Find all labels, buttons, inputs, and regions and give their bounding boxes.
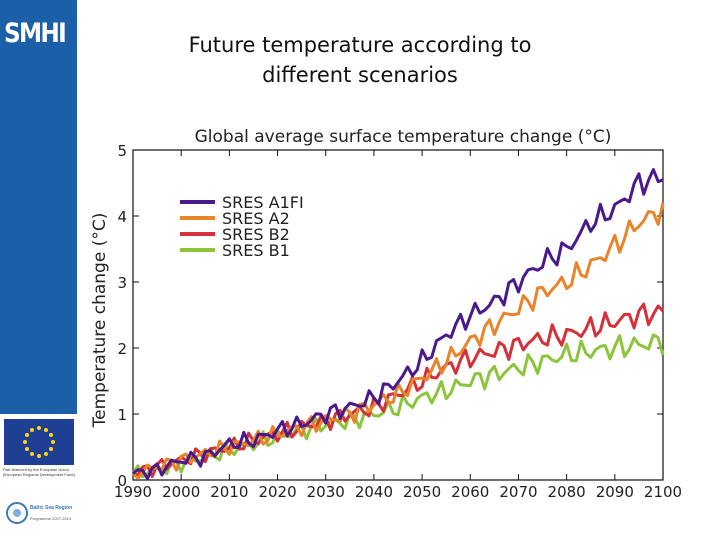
x-tick-label: 2030 bbox=[307, 483, 345, 501]
legend-label: SRES B2 bbox=[222, 225, 290, 244]
sidebar: SMHI Part-financed by the European Union… bbox=[0, 0, 77, 540]
x-tick-label: 1990 bbox=[114, 483, 152, 501]
x-tick-label: 2090 bbox=[596, 483, 634, 501]
bsr-name: Baltic Sea Region bbox=[30, 505, 73, 511]
y-tick-label: 2 bbox=[117, 340, 127, 358]
y-axis-label: Temperature change (°C) bbox=[90, 213, 110, 429]
x-tick-label: 2040 bbox=[355, 483, 393, 501]
sidebar-banner bbox=[0, 0, 77, 414]
series-line-sres-b2 bbox=[132, 302, 665, 478]
y-tick-label: 3 bbox=[117, 274, 127, 292]
x-tick-label: 2060 bbox=[451, 483, 489, 501]
x-tick-label: 2100 bbox=[644, 483, 682, 501]
y-tick-label: 0 bbox=[117, 472, 127, 490]
plot-frame bbox=[132, 149, 664, 481]
eu-flag-icon bbox=[4, 419, 74, 465]
x-tick-label: 2020 bbox=[258, 483, 296, 501]
series-line-sres-a2 bbox=[131, 202, 665, 480]
slide-title: Future temperature according to differen… bbox=[150, 30, 570, 90]
bsr-emblem-icon bbox=[6, 502, 28, 524]
y-tick-label: 5 bbox=[117, 142, 127, 160]
series-line-sres-a1fi bbox=[132, 168, 664, 481]
legend-label: SRES A1FI bbox=[222, 193, 304, 212]
baltic-sea-region-logo bbox=[4, 498, 74, 528]
x-tick-label: 2080 bbox=[548, 483, 586, 501]
x-tick-label: 2010 bbox=[210, 483, 248, 501]
slide-title-line1: Future temperature according to bbox=[188, 33, 532, 57]
eu-stars-icon bbox=[23, 426, 55, 458]
slide-title-line2: different scenarios bbox=[262, 63, 458, 87]
series-line-sres-b1 bbox=[131, 333, 665, 479]
y-tick-label: 4 bbox=[117, 208, 127, 226]
chart-title: Global average surface temperature chang… bbox=[195, 127, 612, 147]
eu-caption: Part-financed by the European Union (Eur… bbox=[3, 467, 75, 477]
legend-label: SRES B1 bbox=[222, 241, 290, 260]
smhi-logo: SMHI bbox=[4, 18, 67, 49]
legend-label: SRES A2 bbox=[222, 209, 290, 228]
x-tick-label: 2000 bbox=[162, 483, 200, 501]
y-tick-label: 1 bbox=[117, 406, 127, 424]
bsr-programme: Programme 2007-2013 bbox=[30, 516, 72, 521]
x-tick-label: 2050 bbox=[403, 483, 441, 501]
x-tick-label: 2070 bbox=[499, 483, 537, 501]
